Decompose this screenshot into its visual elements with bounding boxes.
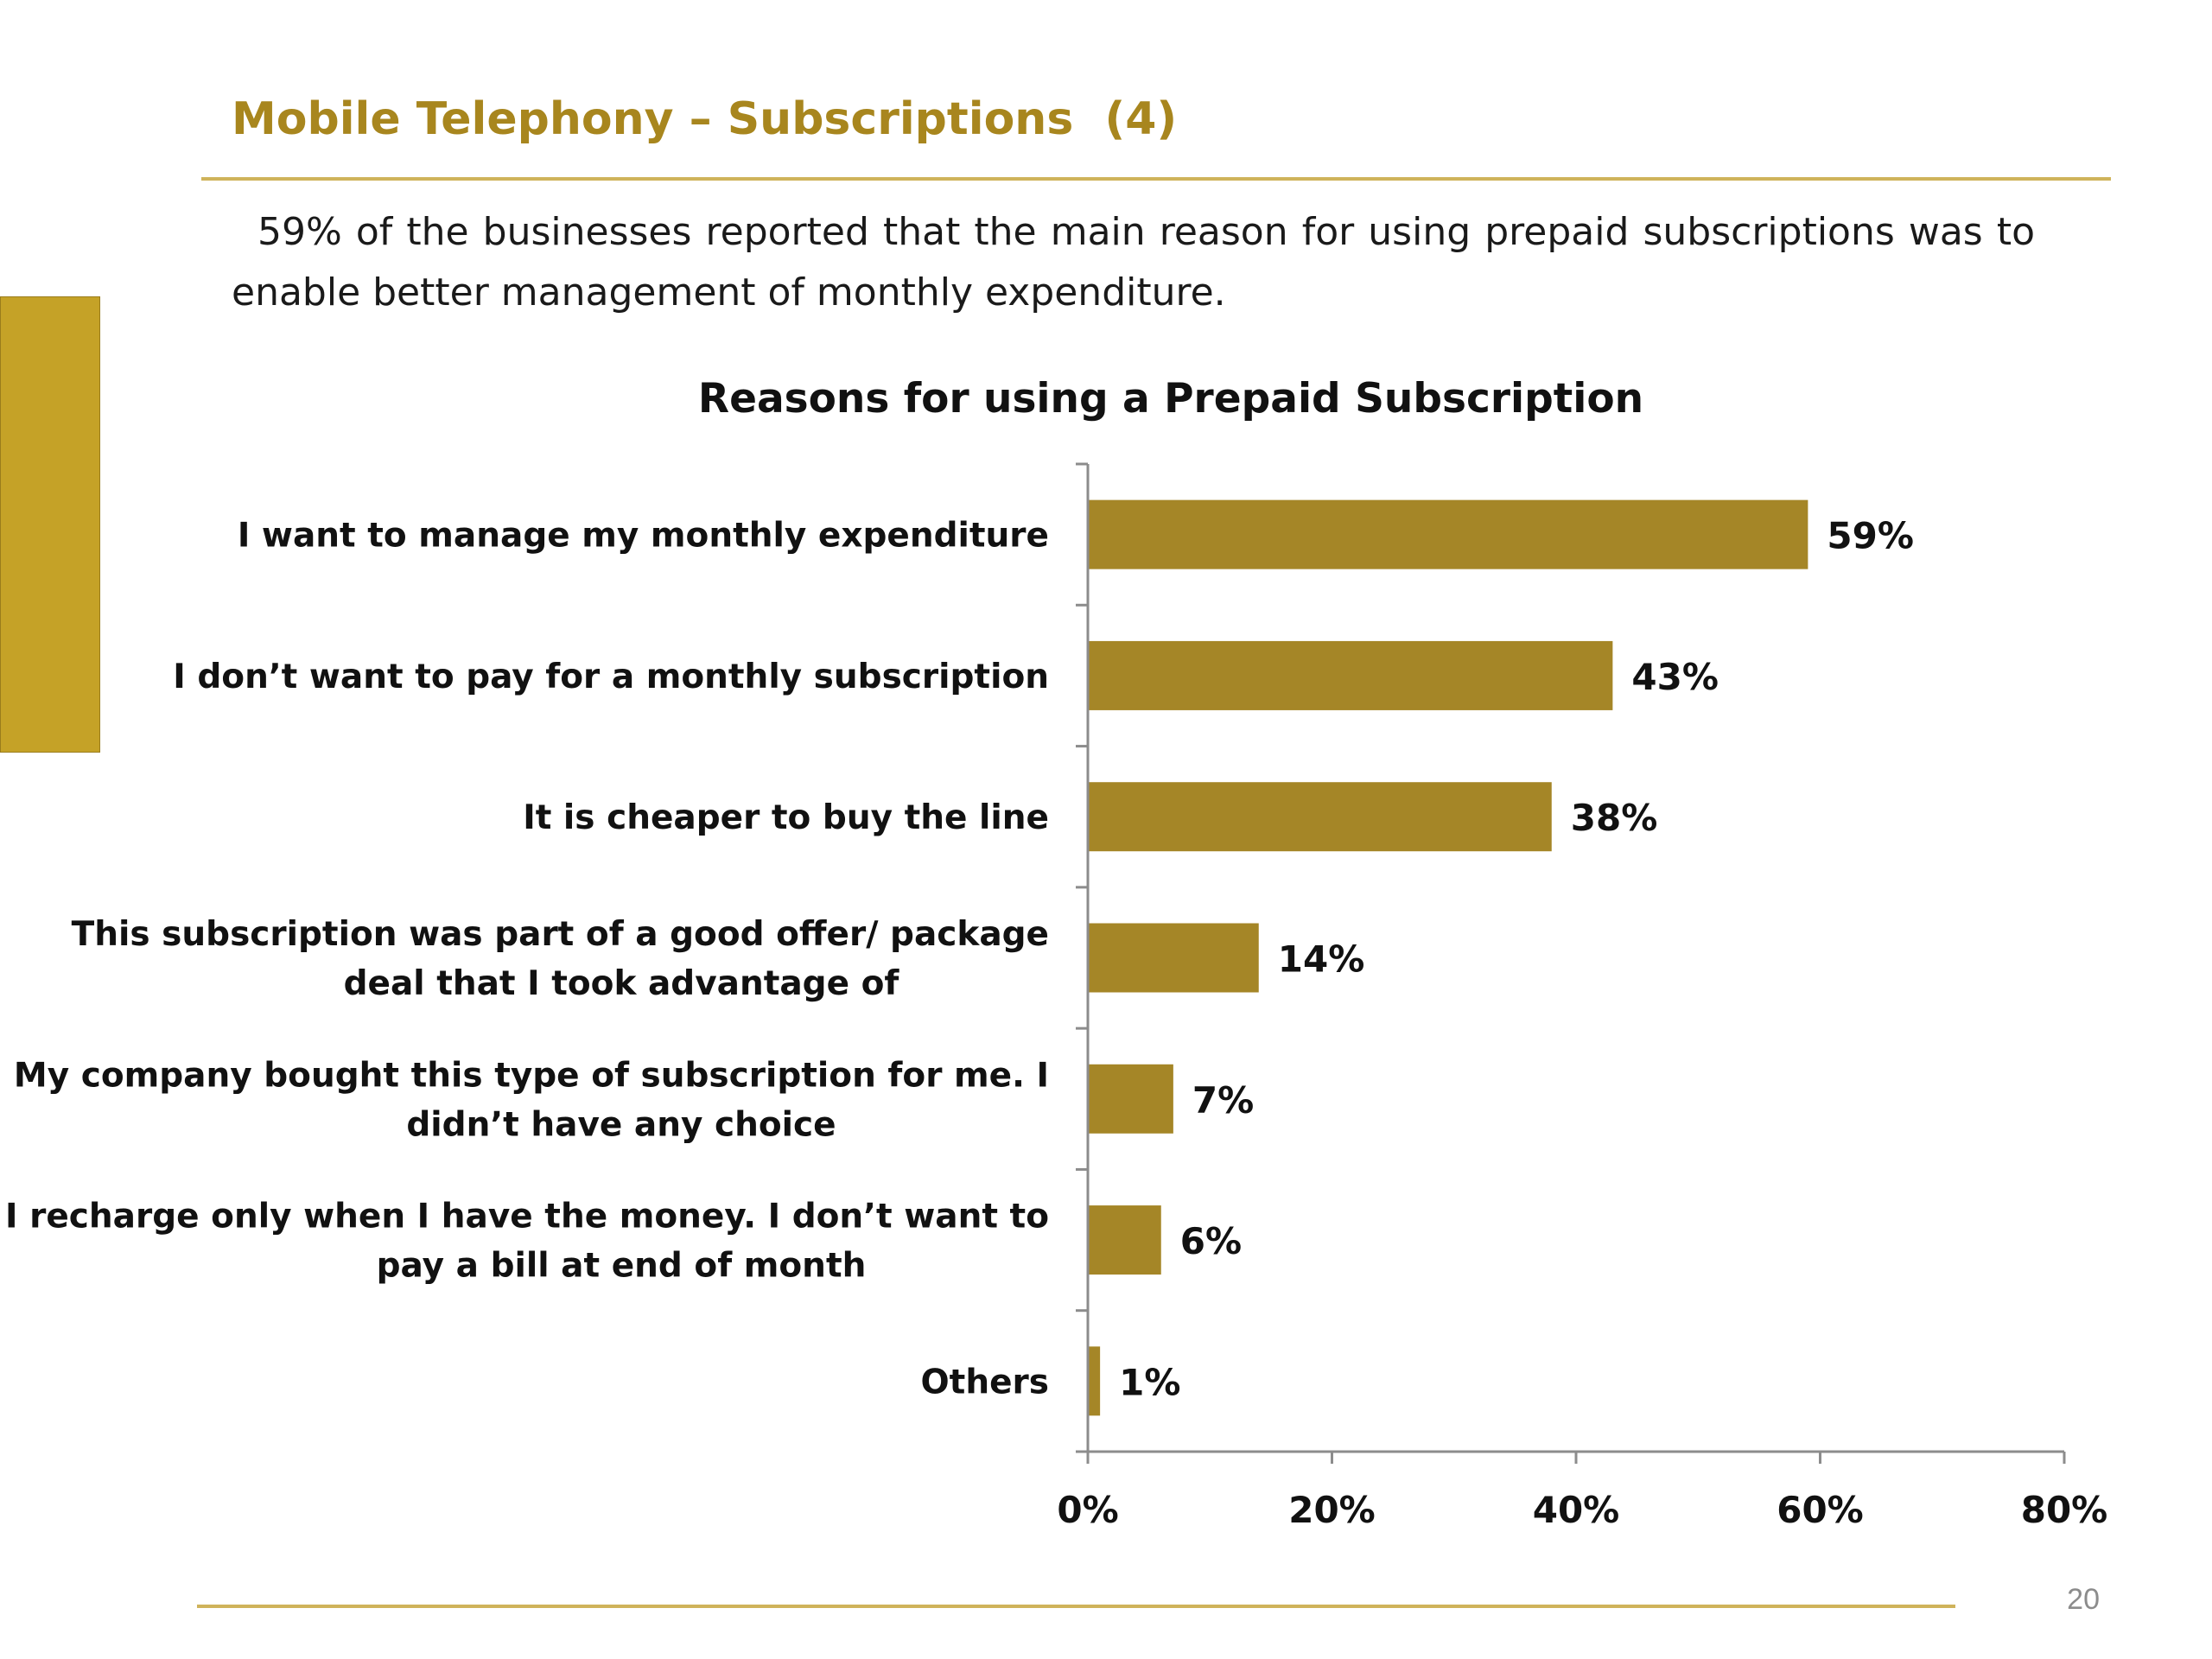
category-label: I recharge only when I have the money. I… — [5, 1198, 1049, 1286]
summary-text: 59% of the businesses reported that the … — [232, 210, 2035, 315]
category-label: I want to manage my monthly expenditure — [238, 517, 1049, 556]
bar — [1088, 640, 1613, 710]
category-label-line: deal that I took advantage of — [344, 964, 900, 1003]
x-tick-label: 60% — [1777, 1489, 1864, 1531]
category-label-line: pay a bill at end of month — [377, 1247, 867, 1286]
bar-value-label: 7% — [1192, 1079, 1254, 1122]
bar-value-label: 59% — [1827, 515, 1914, 557]
chart-title: Reasons for using a Prepaid Subscription — [698, 375, 1643, 423]
bar — [1088, 1346, 1101, 1416]
category-label-line: It is cheaper to buy the line — [523, 798, 1049, 837]
bar-value-label: 14% — [1278, 938, 1365, 981]
bar-value-label: 1% — [1119, 1361, 1180, 1403]
x-tick-label: 80% — [2021, 1489, 2108, 1531]
bar — [1088, 499, 1808, 569]
page-number: 20 — [2067, 1583, 2100, 1616]
bar — [1088, 1205, 1161, 1275]
bar — [1088, 782, 1552, 852]
bar-value-label: 6% — [1180, 1220, 1242, 1262]
category-label: Others — [921, 1363, 1049, 1402]
bar-value-label: 43% — [1631, 656, 1719, 698]
category-label-line: didn’t have any choice — [406, 1105, 836, 1144]
page-title: Mobile Telephony – Subscriptions (4) — [232, 93, 1178, 145]
footer-divider — [197, 1605, 1955, 1608]
bar — [1088, 923, 1259, 993]
category-label: It is cheaper to buy the line — [523, 798, 1049, 837]
title-divider — [201, 177, 2111, 181]
category-label-line: My company bought this type of subscript… — [14, 1056, 1049, 1095]
category-label-line: I recharge only when I have the money. I… — [5, 1198, 1049, 1236]
bar-value-label: 38% — [1571, 797, 1658, 839]
category-label: I don’t want to pay for a monthly subscr… — [173, 658, 1049, 696]
category-label-line: Others — [921, 1363, 1049, 1402]
x-tick-label: 0% — [1057, 1489, 1118, 1531]
category-label: My company bought this type of subscript… — [14, 1056, 1049, 1144]
category-label-line: I want to manage my monthly expenditure — [238, 517, 1049, 556]
x-tick-label: 40% — [1533, 1489, 1620, 1531]
side-accent-bar — [0, 296, 100, 753]
category-label: This subscription was part of a good off… — [72, 915, 1049, 1003]
category-label-line: This subscription was part of a good off… — [72, 915, 1049, 954]
bar — [1088, 1064, 1173, 1134]
category-label-line: I don’t want to pay for a monthly subscr… — [173, 658, 1049, 696]
x-tick-label: 20% — [1288, 1489, 1376, 1531]
